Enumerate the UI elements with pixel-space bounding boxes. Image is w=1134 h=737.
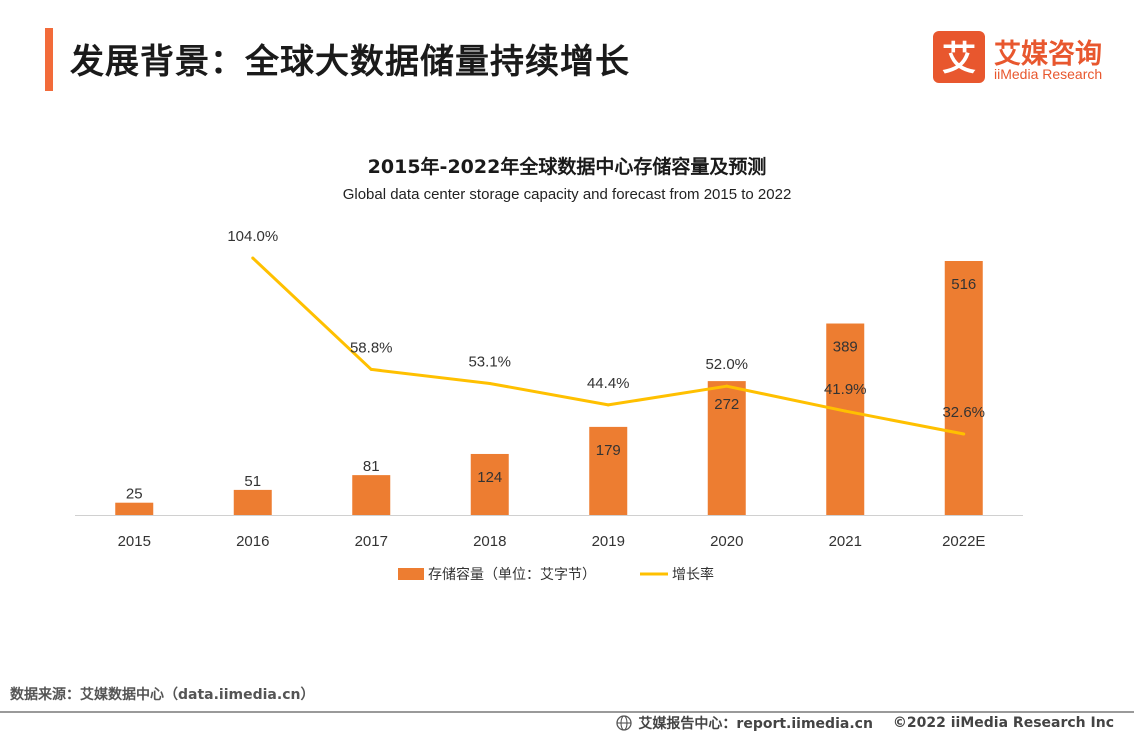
line-label-2020: 52.0% [705,356,748,373]
growth-rate-point-2022E [962,432,966,436]
legend-bar-label: 存储容量（单位：艾字节） [428,566,596,583]
chart-subtitle: Global data center storage capacity and … [342,186,792,203]
page-title: 发展背景：全球大数据储量持续增长 [70,42,630,82]
footer: 艾媒报告中心：report.iimedia.cn ©2022 iiMedia R… [616,713,1114,733]
line-label-2022E: 32.6% [942,404,985,421]
growth-rate-point-2021 [843,409,847,413]
line-label-2017: 58.8% [350,339,393,356]
line-label-2018: 53.1% [468,353,511,370]
logo-cn-text: 艾媒咨询 [994,39,1102,70]
x-tick-2017: 2017 [355,533,388,550]
bar-label-2022E: 516 [951,276,976,293]
logo-mark-char: 艾 [942,39,976,79]
growth-rate-point-2016 [251,256,255,260]
bar-2020 [707,381,746,515]
bar-2017 [352,475,391,515]
legend-bar-swatch [398,568,424,580]
bar-label-2020: 272 [714,396,739,413]
x-tick-2020: 2020 [710,533,743,550]
growth-rate-point-2017 [369,367,373,371]
chart-title: 2015年-2022年全球数据中心存储容量及预测 [367,156,767,178]
x-tick-2019: 2019 [592,533,625,550]
line-label-2021: 41.9% [824,381,867,398]
iimedia-logo: 艾 艾媒咨询 iiMedia Research [933,31,1118,87]
x-tick-2022E: 2022E [942,533,985,550]
footer-divider [0,711,1134,713]
copyright: ©2022 iiMedia Research Inc [892,715,1114,731]
x-tick-2016: 2016 [236,533,269,550]
bar-2015 [115,502,154,515]
bar-label-2018: 124 [477,469,502,486]
bar-2021 [826,323,865,515]
line-label-2019: 44.4% [587,375,630,392]
x-tick-2018: 2018 [473,533,506,550]
bar-label-2017: 81 [363,458,380,475]
report-center-link[interactable]: 艾媒报告中心：report.iimedia.cn [638,716,873,732]
bar-2019 [589,426,628,515]
globe-icon [616,715,633,731]
data-source: 数据来源：艾媒数据中心（data.iimedia.cn） [10,687,315,703]
bar-2022E [944,261,983,515]
bar-label-2021: 389 [833,339,858,356]
growth-rate-point-2019 [606,403,610,407]
storage-capacity-chart: 25 2015 51 2016 81 2017 124 2018 179 2019 272 2020 3… [75,228,1023,583]
x-tick-2015: 2015 [118,533,151,550]
growth-rate-point-2020 [725,384,729,388]
growth-rate-point-2018 [488,381,492,385]
bar-label-2016: 51 [244,473,261,490]
bar-2016 [233,489,272,515]
title-accent-bar [45,28,53,91]
bar-label-2015: 25 [126,486,143,503]
line-label-2016: 104.0% [227,228,278,245]
legend-line-label: 增长率 [672,566,714,583]
bar-2018 [470,453,509,515]
logo-mark-icon: 艾 [933,31,985,83]
x-tick-2021: 2021 [829,533,862,550]
logo-en-text: iiMedia Research [994,66,1103,82]
bar-label-2019: 179 [596,442,621,459]
